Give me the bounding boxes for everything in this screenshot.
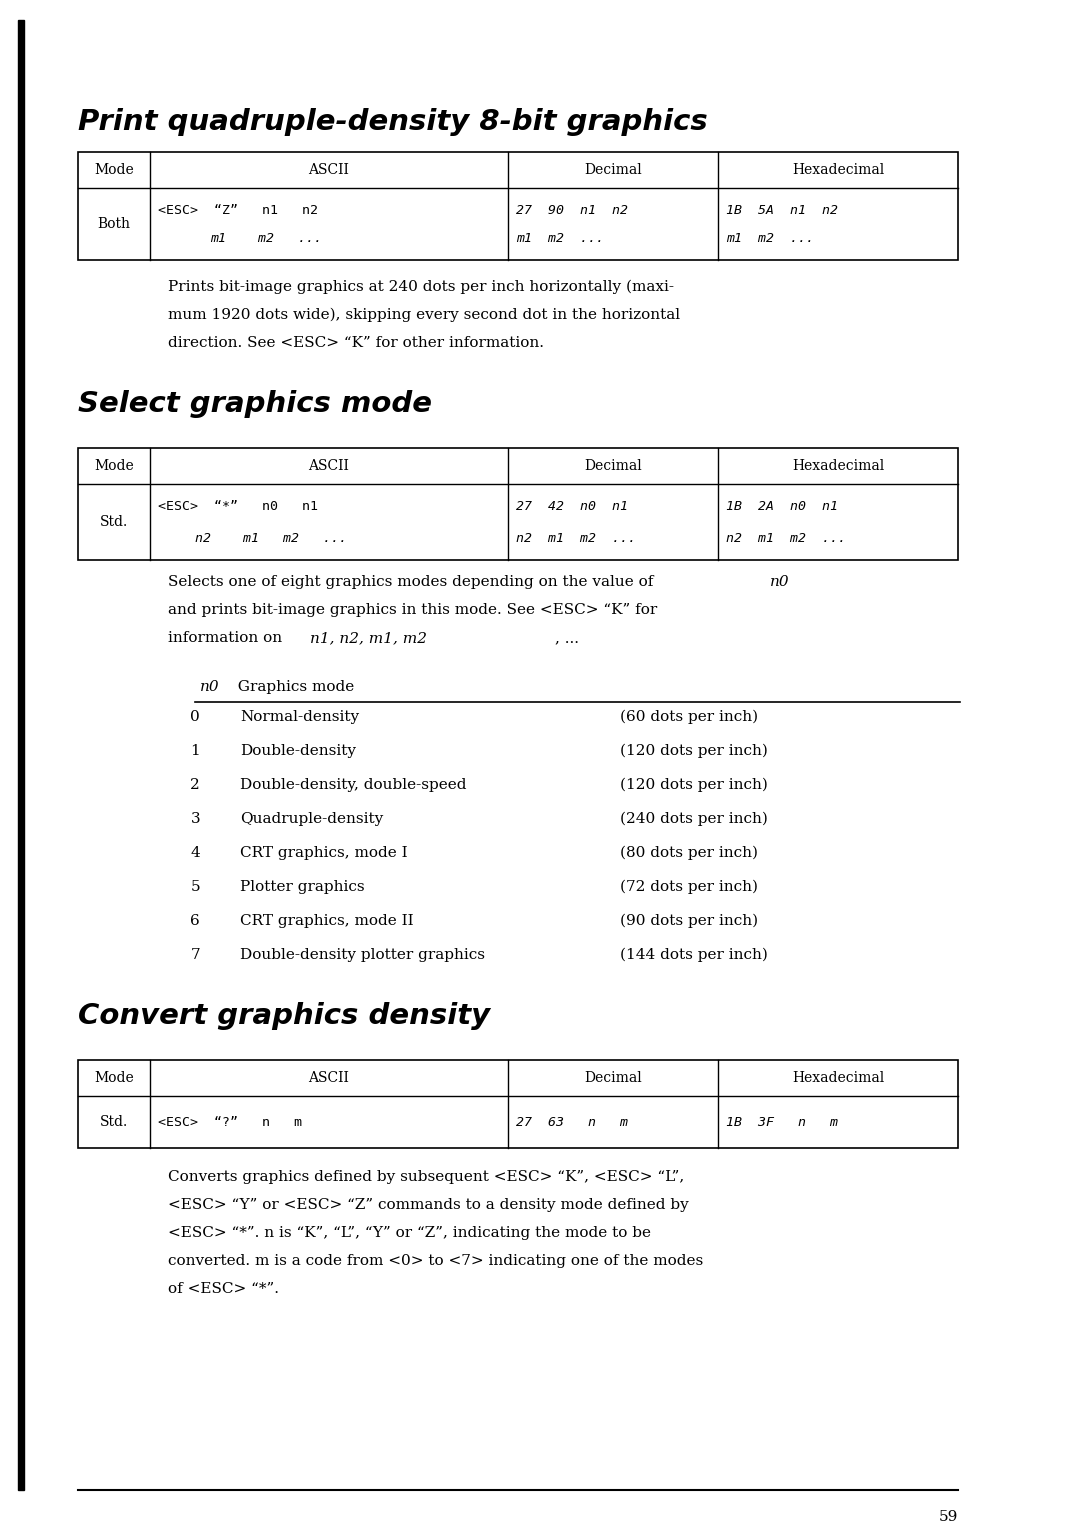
Text: 1B  5A  n1  n2: 1B 5A n1 n2 (726, 203, 838, 217)
Text: Hexadecimal: Hexadecimal (792, 1071, 885, 1085)
Text: m1    m2   ...: m1 m2 ... (210, 232, 322, 244)
Text: Prints bit-image graphics at 240 dots per inch horizontally (maxi-: Prints bit-image graphics at 240 dots pe… (168, 280, 674, 295)
Text: Decimal: Decimal (584, 458, 642, 474)
Text: Plotter graphics: Plotter graphics (240, 880, 365, 894)
Text: Select graphics mode: Select graphics mode (78, 390, 432, 419)
Text: Mode: Mode (94, 163, 134, 177)
Text: Double-density: Double-density (240, 744, 356, 758)
Text: Mode: Mode (94, 458, 134, 474)
Text: <ESC>  “?”   n   m: <ESC> “?” n m (158, 1115, 302, 1129)
Text: <ESC>  “*”   n0   n1: <ESC> “*” n0 n1 (158, 500, 318, 512)
Bar (78, 151, 958, 260)
Text: Decimal: Decimal (584, 163, 642, 177)
Text: (80 dots per inch): (80 dots per inch) (620, 847, 758, 860)
Text: Selects one of eight graphics modes depending on the value of: Selects one of eight graphics modes depe… (168, 575, 658, 588)
Text: (90 dots per inch): (90 dots per inch) (620, 914, 758, 929)
Text: 7: 7 (190, 947, 200, 963)
Text: <ESC> “Y” or <ESC> “Z” commands to a density mode defined by: <ESC> “Y” or <ESC> “Z” commands to a den… (168, 1198, 689, 1212)
Text: 27  63   n   m: 27 63 n m (516, 1115, 627, 1129)
Text: <ESC>  “Z”   n1   n2: <ESC> “Z” n1 n2 (158, 203, 318, 217)
Text: 4: 4 (190, 847, 200, 860)
Text: Double-density, double-speed: Double-density, double-speed (240, 778, 467, 792)
Text: Decimal: Decimal (584, 1071, 642, 1085)
Text: , ...: , ... (555, 631, 579, 645)
Text: Mode: Mode (94, 1071, 134, 1085)
Text: 3: 3 (190, 811, 200, 827)
Text: 27  90  n1  n2: 27 90 n1 n2 (516, 203, 627, 217)
Text: Both: Both (97, 217, 131, 231)
Text: mum 1920 dots wide), skipping every second dot in the horizontal: mum 1920 dots wide), skipping every seco… (168, 309, 680, 322)
Bar (78, 1060, 958, 1148)
Text: and prints bit-image graphics in this mode. See <ESC> “K” for: and prints bit-image graphics in this mo… (168, 604, 658, 617)
Text: Hexadecimal: Hexadecimal (792, 163, 885, 177)
Text: Normal-density: Normal-density (240, 711, 360, 724)
Text: Print quadruple-density 8-bit graphics: Print quadruple-density 8-bit graphics (78, 108, 707, 136)
Text: converted. m is a code from <0> to <7> indicating one of the modes: converted. m is a code from <0> to <7> i… (168, 1254, 703, 1268)
Text: Graphics mode: Graphics mode (228, 680, 354, 694)
Text: n1, n2, m1, m2: n1, n2, m1, m2 (310, 631, 427, 645)
Text: n0: n0 (770, 575, 789, 588)
Text: 1B  3F   n   m: 1B 3F n m (726, 1115, 838, 1129)
Text: (240 dots per inch): (240 dots per inch) (620, 811, 768, 827)
Text: n0: n0 (200, 680, 219, 694)
Bar (78, 448, 958, 559)
Text: 5: 5 (190, 880, 200, 894)
Text: Hexadecimal: Hexadecimal (792, 458, 885, 474)
Text: ASCII: ASCII (309, 458, 350, 474)
Text: (72 dots per inch): (72 dots per inch) (620, 880, 758, 894)
Text: (120 dots per inch): (120 dots per inch) (620, 778, 768, 793)
Text: 1B  2A  n0  n1: 1B 2A n0 n1 (726, 500, 838, 512)
Text: (60 dots per inch): (60 dots per inch) (620, 711, 758, 724)
Bar (18, 20, 24, 1490)
Text: 59: 59 (939, 1510, 958, 1523)
Text: of <ESC> “*”.: of <ESC> “*”. (168, 1282, 279, 1296)
Text: (144 dots per inch): (144 dots per inch) (620, 947, 768, 963)
Text: m1  m2  ...: m1 m2 ... (516, 232, 604, 244)
Text: Converts graphics defined by subsequent <ESC> “K”, <ESC> “L”,: Converts graphics defined by subsequent … (168, 1170, 685, 1184)
Text: Std.: Std. (99, 1115, 129, 1129)
Text: information on: information on (168, 631, 287, 645)
Text: Double-density plotter graphics: Double-density plotter graphics (240, 947, 485, 963)
Text: Convert graphics density: Convert graphics density (78, 1002, 490, 1030)
Text: 1: 1 (190, 744, 200, 758)
Text: direction. See <ESC> “K” for other information.: direction. See <ESC> “K” for other infor… (168, 336, 544, 350)
Text: n2  m1  m2  ...: n2 m1 m2 ... (726, 532, 846, 544)
Text: CRT graphics, mode II: CRT graphics, mode II (240, 914, 414, 927)
Text: ASCII: ASCII (309, 1071, 350, 1085)
Text: ASCII: ASCII (309, 163, 350, 177)
Text: m1  m2  ...: m1 m2 ... (726, 232, 814, 244)
Text: 0: 0 (190, 711, 200, 724)
Text: CRT graphics, mode I: CRT graphics, mode I (240, 847, 407, 860)
Text: 6: 6 (190, 914, 200, 927)
Text: Quadruple-density: Quadruple-density (240, 811, 383, 827)
Text: <ESC> “*”. n is “K”, “L”, “Y” or “Z”, indicating the mode to be: <ESC> “*”. n is “K”, “L”, “Y” or “Z”, in… (168, 1225, 651, 1241)
Text: Std.: Std. (99, 515, 129, 529)
Text: (120 dots per inch): (120 dots per inch) (620, 744, 768, 758)
Text: 27  42  n0  n1: 27 42 n0 n1 (516, 500, 627, 512)
Text: n2    m1   m2   ...: n2 m1 m2 ... (195, 532, 347, 544)
Text: n2  m1  m2  ...: n2 m1 m2 ... (516, 532, 636, 544)
Text: 2: 2 (190, 778, 200, 792)
